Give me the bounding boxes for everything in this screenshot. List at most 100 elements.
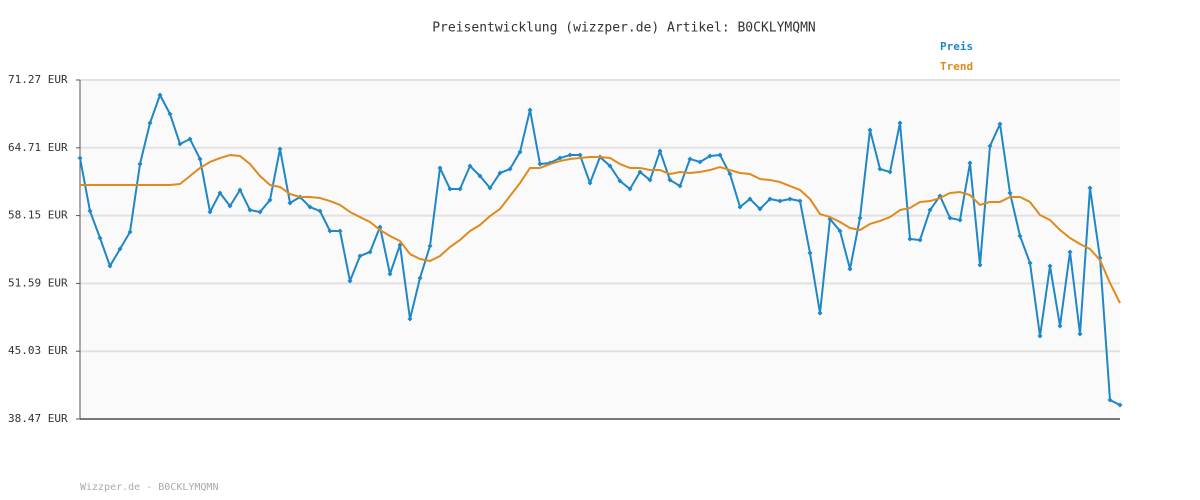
point — [247, 207, 253, 213]
point — [237, 187, 243, 193]
series-line — [80, 154, 1121, 304]
point — [117, 246, 123, 252]
point — [1067, 249, 1073, 255]
point — [607, 163, 613, 169]
point — [1087, 185, 1093, 191]
point — [527, 107, 533, 113]
legend-label: Trend — [940, 60, 973, 73]
point — [347, 278, 353, 284]
point — [967, 160, 973, 166]
point — [267, 197, 273, 203]
point — [687, 156, 693, 162]
point — [857, 215, 863, 221]
point — [657, 148, 663, 154]
point — [417, 275, 423, 281]
point — [787, 196, 793, 202]
point — [907, 236, 913, 242]
point — [807, 250, 813, 256]
point — [627, 186, 633, 192]
point — [767, 196, 773, 202]
point — [487, 185, 493, 191]
point — [1047, 263, 1053, 269]
y-tick-label: 58.15 EUR — [8, 209, 68, 222]
point — [87, 208, 93, 214]
point — [637, 169, 643, 175]
point — [317, 208, 323, 214]
point — [407, 316, 413, 322]
point — [717, 152, 723, 158]
point — [457, 186, 463, 192]
point — [147, 120, 153, 126]
point — [217, 190, 223, 196]
point — [567, 152, 573, 158]
point — [927, 207, 933, 213]
point — [947, 215, 953, 221]
point — [387, 271, 393, 277]
point — [307, 204, 313, 210]
chart-title: Preisentwicklung (wizzper.de) Artikel: B… — [432, 21, 816, 36]
point — [957, 217, 963, 223]
point — [187, 136, 193, 142]
point — [177, 141, 183, 147]
point — [197, 156, 203, 162]
point — [677, 183, 683, 189]
point — [587, 180, 593, 186]
point — [497, 170, 503, 176]
point — [777, 198, 783, 204]
point — [897, 120, 903, 126]
footer: Wizzper.de - B0CKLYMQMN — [80, 482, 218, 493]
point — [797, 198, 803, 204]
plot-area — [80, 80, 1120, 419]
point — [477, 173, 483, 179]
point — [167, 111, 173, 117]
point — [747, 196, 753, 202]
y-tick-label: 38.47 EUR — [8, 412, 68, 425]
point — [847, 266, 853, 272]
point — [1007, 190, 1013, 196]
point — [697, 159, 703, 165]
point — [127, 229, 133, 235]
y-tick-label: 64.71 EUR — [8, 141, 68, 154]
point — [917, 237, 923, 243]
point — [1107, 397, 1113, 403]
point — [257, 209, 263, 215]
point — [517, 149, 523, 155]
point — [997, 121, 1003, 127]
point — [107, 263, 113, 269]
point — [1027, 260, 1033, 266]
legend-label: Preis — [940, 40, 973, 53]
point — [467, 163, 473, 169]
point — [97, 235, 103, 241]
point — [617, 178, 623, 184]
point — [437, 165, 443, 171]
point — [427, 243, 433, 249]
point — [557, 155, 563, 161]
point — [1117, 402, 1123, 408]
point — [987, 143, 993, 149]
y-tick-label: 45.03 EUR — [8, 344, 68, 357]
point — [707, 153, 713, 159]
point — [1057, 323, 1063, 329]
point — [1077, 331, 1083, 337]
point — [287, 200, 293, 206]
point — [157, 92, 163, 98]
point — [867, 127, 873, 133]
point — [647, 177, 653, 183]
point — [577, 152, 583, 158]
point — [277, 146, 283, 152]
point — [367, 249, 373, 255]
point — [757, 206, 763, 212]
point — [537, 161, 543, 167]
point — [207, 209, 213, 215]
point — [817, 310, 823, 316]
point — [137, 161, 143, 167]
point — [837, 228, 843, 234]
point — [357, 253, 363, 259]
y-tick-label: 51.59 EUR — [8, 276, 68, 289]
y-tick-label: 71.27 EUR — [8, 73, 68, 86]
point — [977, 262, 983, 268]
point — [737, 204, 743, 210]
point — [447, 186, 453, 192]
point — [327, 228, 333, 234]
